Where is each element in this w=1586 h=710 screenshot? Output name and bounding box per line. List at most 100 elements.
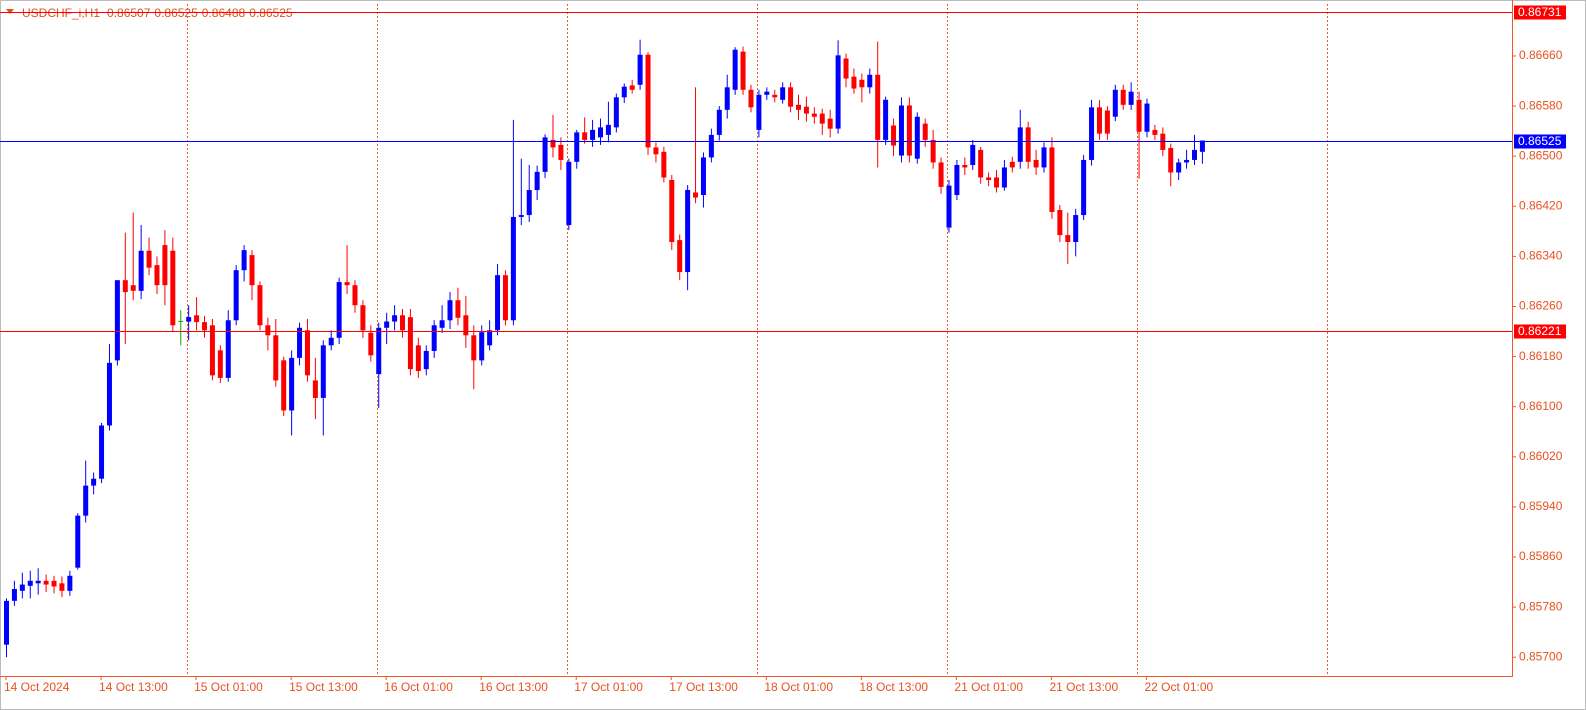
candle-body	[455, 300, 461, 318]
candle-body	[423, 350, 429, 370]
candle-body	[867, 74, 873, 88]
candle-body	[962, 164, 968, 168]
candle-body	[59, 583, 65, 591]
candle-body	[613, 97, 619, 128]
candle-body	[835, 55, 841, 129]
x-tick-label: 15 Oct 13:00	[289, 680, 358, 694]
candle-body	[249, 255, 255, 286]
candle-body	[202, 322, 207, 331]
candle-body	[233, 270, 239, 321]
candle-body	[1144, 103, 1150, 132]
candle-body	[510, 216, 516, 321]
candle-body	[83, 485, 89, 516]
y-tick-label: 0.85940	[1519, 499, 1563, 513]
candle-body	[906, 105, 912, 156]
candle-body	[225, 320, 231, 378]
price-box	[1514, 134, 1566, 149]
candle-body	[645, 54, 651, 148]
candle-body	[297, 327, 303, 358]
candle-body	[518, 215, 524, 217]
candle-body	[1192, 149, 1197, 160]
candle-body	[661, 151, 667, 178]
candle-body	[1057, 210, 1063, 236]
candle-body	[1199, 140, 1205, 152]
candle-body	[898, 105, 904, 156]
y-tick-label: 0.86420	[1519, 198, 1563, 212]
candle-body	[954, 164, 960, 196]
candle-body	[693, 192, 699, 198]
price-label: 0.86221	[1518, 324, 1562, 338]
header-arrow	[6, 9, 14, 14]
candle-body	[598, 127, 603, 138]
candle-body	[265, 325, 271, 336]
x-tick-label: 22 Oct 01:00	[1144, 680, 1213, 694]
candle-body	[716, 109, 722, 135]
header-open: 0.86507	[107, 6, 151, 20]
x-tick-label: 17 Oct 13:00	[669, 680, 738, 694]
candle-body	[479, 332, 485, 361]
candle-body	[574, 132, 580, 162]
x-tick-label: 15 Oct 01:00	[194, 680, 263, 694]
candle-body	[819, 113, 825, 124]
candle-body	[1081, 159, 1087, 216]
candle-body	[1073, 215, 1079, 242]
candle-body	[384, 321, 390, 328]
candle-body	[851, 76, 857, 89]
candle-body	[289, 357, 295, 411]
x-tick-label: 14 Oct 13:00	[99, 680, 168, 694]
candle-body	[487, 330, 493, 346]
candle-body	[1152, 129, 1158, 135]
candle-body	[106, 362, 112, 426]
y-tick-label: 0.86100	[1519, 399, 1563, 413]
candle-body	[328, 337, 334, 346]
candle-body	[1033, 159, 1039, 168]
candle-body	[209, 325, 215, 376]
candle-body	[1112, 89, 1118, 117]
candle-body	[1120, 89, 1126, 105]
candle-body	[344, 282, 350, 286]
candle-body	[1001, 167, 1007, 188]
y-tick-label: 0.86500	[1519, 148, 1563, 162]
candle-body	[1065, 235, 1071, 242]
x-tick-label: 17 Oct 01:00	[574, 680, 643, 694]
candle-body	[336, 282, 342, 338]
candle-body	[1096, 107, 1102, 134]
candle-body	[582, 132, 588, 140]
price-box	[1514, 5, 1566, 20]
candle-body	[566, 161, 572, 226]
candle-body	[1136, 99, 1142, 132]
candle-body	[1017, 127, 1023, 162]
candle-body	[360, 305, 366, 331]
x-tick-label: 16 Oct 01:00	[384, 680, 453, 694]
candle-body	[27, 580, 33, 586]
candle-body	[1009, 161, 1015, 168]
candle-body	[629, 85, 635, 90]
candle-body	[1089, 107, 1095, 160]
candle-body	[1049, 147, 1055, 212]
price-box	[1514, 324, 1566, 339]
candle-body	[843, 58, 849, 79]
header: USDCHF_i,H1 0.86507 0.86525 0.86488 0.86525	[22, 6, 293, 20]
candle-body	[11, 588, 17, 601]
candle-body	[724, 87, 730, 110]
candle-body	[780, 87, 786, 100]
candle-body	[281, 360, 287, 411]
candle-body	[447, 300, 453, 321]
candle-body	[590, 129, 596, 140]
candle-body	[304, 330, 310, 376]
candle-body	[946, 185, 952, 228]
symbol: USDCHF_i,H1	[22, 6, 100, 20]
x-tick-label: 21 Oct 01:00	[954, 680, 1023, 694]
candle-body	[669, 179, 675, 242]
candle-body	[685, 190, 691, 273]
candle-body	[1184, 159, 1190, 163]
candle-body	[400, 315, 405, 331]
candle-body	[439, 320, 445, 328]
x-tick-label: 16 Oct 13:00	[479, 680, 548, 694]
candle-body	[534, 171, 540, 191]
candle-body	[526, 190, 532, 216]
candle-body	[922, 123, 928, 140]
price-label: 0.86525	[1518, 134, 1562, 148]
candle-body	[708, 134, 714, 158]
